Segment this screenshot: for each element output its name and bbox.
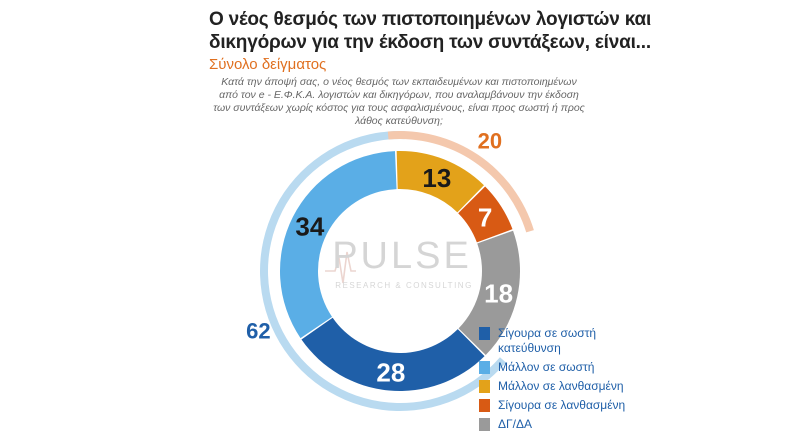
watermark-tagline: RESEARCH & CONSULTING [335,281,473,290]
donut-segment-1 [396,151,484,213]
legend-label: Μάλλον σε λανθασμένη [498,379,624,393]
legend-swatch [479,399,490,412]
legend-label: Μάλλον σε σωστή [498,360,595,374]
legend-item-5: ΔΓ/ΔΑ [479,417,779,432]
survey-question: Κατά την άποψή σας, ο νέος θεσμός των εκ… [213,76,585,127]
legend-item-3: Μάλλον σε λανθασμένη [479,379,779,394]
donut-segments [280,151,520,391]
chart-title: Ο νέος θεσμός των πιστοποιημένων λογιστώ… [209,9,652,53]
legend-swatch [479,418,490,431]
legend-label: Σίγουρα σε σωστή κατεύθυνση [498,326,597,355]
group-labels: 62 20 [246,129,502,344]
legend-label: ΔΓ/ΔΑ [498,417,532,431]
value-label-3: 18 [484,279,513,309]
legend-item-1: Σίγουρα σε σωστή κατεύθυνση [479,326,779,356]
value-label-4: 28 [376,358,405,388]
donut-segment-2 [458,186,513,243]
group-total-label-1: 62 [246,318,270,343]
legend: Σίγουρα σε σωστή κατεύθυνση Μάλλον σε σωσ… [479,326,779,436]
legend-item-2: Μάλλον σε σωστή [479,360,779,375]
value-label-2: 7 [478,203,492,233]
chart-subtitle: Σύνολο δείγματος [209,56,327,73]
legend-item-4: Σίγουρα σε λανθασμένη [479,398,779,413]
value-labels: 13 7 18 28 34 [295,163,513,388]
donut-segment-5 [280,151,397,339]
watermark-brand: PULSE [332,235,472,277]
legend-swatch [479,361,490,374]
donut-segment-3 [458,230,520,355]
value-label-5: 34 [295,211,324,241]
watermark-pulse-line [325,251,356,284]
pulse-watermark: PULSE RESEARCH & CONSULTING [325,235,473,290]
value-label-1: 13 [422,163,451,193]
group-ring-2 [387,131,534,233]
legend-swatch [479,380,490,393]
legend-swatch [479,327,490,340]
group-total-label-2: 20 [478,129,502,154]
legend-label: Σίγουρα σε λανθασμένη [498,398,626,412]
donut-segment-4 [301,317,485,391]
